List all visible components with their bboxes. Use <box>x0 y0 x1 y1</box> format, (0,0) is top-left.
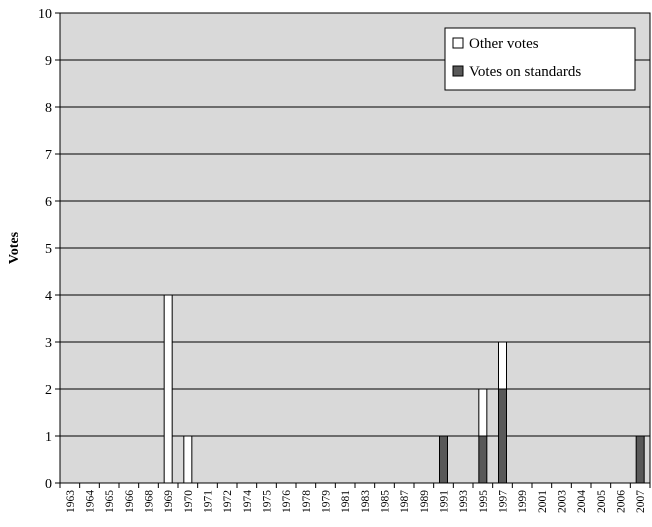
x-tick-label-1968: 1968 <box>144 490 156 513</box>
y-tick-label-7: 7 <box>45 148 52 163</box>
bar-votes-on-standards-2007 <box>635 435 645 484</box>
x-tick-label-2005: 2005 <box>596 490 608 513</box>
y-tick-label-9: 9 <box>45 54 52 69</box>
x-tick-label-1981: 1981 <box>340 490 352 513</box>
legend-swatch-votes-on-standards <box>452 65 464 77</box>
x-tick-label-1976: 1976 <box>281 490 293 513</box>
bar-votes-on-standards-1997 <box>498 388 507 484</box>
bar-other-votes-1969 <box>163 294 173 484</box>
x-tick-label-1983: 1983 <box>360 490 372 513</box>
x-tick-label-1971: 1971 <box>203 490 215 513</box>
y-axis-ticks: 0 1 2 3 4 5 6 7 8 9 10 <box>38 7 60 492</box>
x-tick-label-1989: 1989 <box>419 490 431 513</box>
x-tick-label-1963: 1963 <box>65 490 77 513</box>
x-tick-label-1972: 1972 <box>222 490 234 513</box>
x-tick-label-1970: 1970 <box>183 490 195 513</box>
x-tick-label-1965: 1965 <box>104 490 116 513</box>
x-tick-label-1987: 1987 <box>399 490 411 513</box>
legend-box <box>444 27 636 91</box>
x-tick-label-1993: 1993 <box>458 490 470 513</box>
x-tick-label-2004: 2004 <box>576 490 588 513</box>
x-tick-label-1995: 1995 <box>478 490 490 513</box>
y-tick-label-10: 10 <box>38 7 52 22</box>
y-tick-label-3: 3 <box>45 336 52 351</box>
bar-votes-on-standards-1991 <box>439 435 448 484</box>
x-tick-label-1966: 1966 <box>124 490 136 513</box>
legend-label-other-votes: Other votes <box>469 36 539 52</box>
x-tick-label-1991: 1991 <box>439 490 451 513</box>
legend-swatch-other-votes <box>452 37 464 49</box>
y-tick-label-5: 5 <box>45 242 52 257</box>
x-tick-label-1985: 1985 <box>380 490 392 513</box>
x-tick-label-1997: 1997 <box>498 490 510 513</box>
y-tick-label-4: 4 <box>45 289 52 304</box>
x-tick-label-1964: 1964 <box>85 490 97 513</box>
x-tick-label-2007: 2007 <box>635 490 647 513</box>
legend: Other votes Votes on standards <box>444 27 636 91</box>
x-tick-label-1975: 1975 <box>262 490 274 513</box>
bars <box>163 294 645 484</box>
y-tick-label-8: 8 <box>45 101 52 116</box>
bar-other-votes-1970 <box>183 435 193 484</box>
bar-other-votes-1995 <box>478 388 488 437</box>
y-tick-label-6: 6 <box>45 195 52 210</box>
x-tick-label-2001: 2001 <box>537 490 549 513</box>
x-tick-label-1969: 1969 <box>163 490 175 513</box>
y-axis-label: Votes <box>7 231 22 264</box>
bar-votes-on-standards-1995 <box>478 435 488 484</box>
x-axis-ticks: 1963 1964 1965 1966 1968 1969 1970 1971 1972 1974… <box>59 483 651 513</box>
legend-label-votes-on-standards: Votes on standards <box>469 64 581 80</box>
y-tick-label-2: 2 <box>45 383 52 398</box>
x-tick-label-1979: 1979 <box>321 490 333 513</box>
x-tick-label-1999: 1999 <box>517 490 529 513</box>
x-tick-label-2006: 2006 <box>616 490 628 513</box>
bar-other-votes-1997 <box>498 341 507 390</box>
y-tick-label-0: 0 <box>45 477 52 492</box>
x-tick-label-1978: 1978 <box>301 490 313 513</box>
y-tick-label-1: 1 <box>45 430 52 445</box>
x-tick-label-2003: 2003 <box>557 490 569 513</box>
x-tick-label-1974: 1974 <box>242 490 254 513</box>
